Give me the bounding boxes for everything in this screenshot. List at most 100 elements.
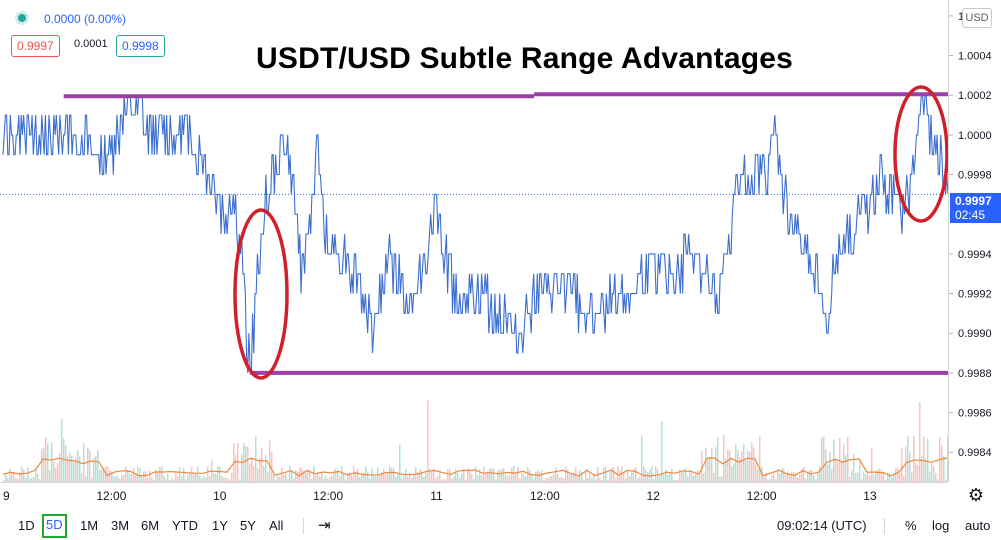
- volume-bar: [831, 468, 833, 482]
- volume-bar: [79, 456, 81, 482]
- volume-bar: [427, 400, 429, 482]
- volume-bar: [741, 451, 743, 482]
- volume-bar: [313, 466, 315, 482]
- volume-bar: [35, 468, 37, 482]
- last-price-tag: 0.9997 02:45: [950, 193, 1001, 223]
- volume-bar: [603, 467, 605, 482]
- volume-bar: [225, 477, 227, 482]
- volume-bar: [397, 472, 399, 482]
- volume-bar: [395, 477, 397, 482]
- range-3m[interactable]: 3M: [111, 518, 130, 533]
- volume-bar: [357, 468, 359, 482]
- volume-bar: [193, 474, 195, 482]
- volume-bar: [341, 466, 343, 482]
- volume-bar: [125, 466, 127, 482]
- volume-bar: [477, 475, 479, 482]
- volume-bar: [521, 473, 523, 482]
- volume-bar: [877, 469, 879, 482]
- volume-bar: [275, 479, 277, 482]
- volume-bar: [947, 436, 948, 482]
- price-axis[interactable]: 0.9984 0.9986 0.9988 0.9990 0.9992 0.9994 0.99…: [948, 0, 1001, 482]
- volume-bar: [353, 466, 355, 482]
- volume-bar: [297, 471, 299, 482]
- settings-gear-icon[interactable]: ⚙: [967, 485, 985, 505]
- volume-bar: [525, 476, 527, 482]
- volume-bar: [819, 466, 821, 482]
- volume-bar: [113, 476, 115, 482]
- range-1d[interactable]: 1D: [18, 518, 35, 533]
- volume-bar: [653, 479, 655, 482]
- volume-bar: [99, 469, 101, 482]
- range-5y[interactable]: 5Y: [240, 518, 256, 533]
- range-all[interactable]: All: [269, 518, 284, 533]
- price-tick-label: 1.0004: [958, 51, 992, 63]
- range-1m[interactable]: 1M: [80, 518, 99, 533]
- volume-bar: [83, 442, 85, 482]
- volume-bar: [901, 448, 903, 482]
- volume-bar: [277, 475, 279, 482]
- volume-bar: [519, 478, 521, 482]
- buy-price-box[interactable]: 0.9998: [116, 35, 165, 57]
- volume-bar: [913, 436, 915, 482]
- volume-bar: [11, 473, 13, 482]
- volume-bar: [669, 471, 671, 482]
- volume-bar: [807, 471, 809, 482]
- volume-bar: [143, 471, 145, 482]
- volume-bar: [823, 436, 825, 482]
- date-range-calendar-icon[interactable]: ⇥: [318, 517, 331, 534]
- chart-area[interactable]: 0.0000 (0.00%) 0.9997 0.0001 0.9998 USDT…: [0, 0, 948, 482]
- volume-bar: [925, 458, 927, 482]
- volume-bar: [879, 468, 881, 482]
- time-tick-label: 12:00: [747, 489, 777, 503]
- auto-toggle[interactable]: auto: [965, 518, 991, 533]
- volume-bar: [801, 468, 803, 482]
- volume-bar: [535, 471, 537, 482]
- volume-bar: [379, 474, 381, 482]
- time-axis[interactable]: 9 12:00 10 12:00 11 12:00 12 12:00 13: [0, 482, 948, 508]
- volume-bar: [599, 478, 601, 482]
- volume-bar: [763, 475, 765, 482]
- volume-bar: [719, 476, 721, 482]
- volume-bar: [39, 478, 41, 482]
- volume-bar: [299, 467, 301, 482]
- volume-bar: [501, 468, 503, 482]
- range-1y[interactable]: 1Y: [212, 518, 228, 533]
- volume-bar: [177, 476, 179, 482]
- sell-price-box[interactable]: 0.9997: [11, 35, 60, 57]
- volume-bar: [743, 444, 745, 482]
- volume-bar: [261, 448, 263, 482]
- volume-bar: [739, 457, 741, 482]
- volume-bar: [235, 455, 237, 482]
- volume-bar: [555, 467, 557, 482]
- volume-bar: [25, 478, 27, 482]
- time-tick-label: 13: [863, 489, 877, 503]
- volume-bar: [355, 471, 357, 482]
- volume-bar: [273, 474, 275, 482]
- volume-bar: [799, 474, 801, 482]
- percent-toggle[interactable]: %: [905, 518, 917, 533]
- volume-bar: [137, 466, 139, 482]
- volume-bar: [881, 470, 883, 482]
- volume-bar: [783, 468, 785, 482]
- volume-bar: [591, 478, 593, 482]
- currency-label[interactable]: USD: [962, 8, 992, 28]
- volume-bar: [367, 471, 369, 482]
- range-5d[interactable]: 5D: [42, 514, 67, 538]
- volume-bar: [633, 469, 635, 482]
- volume-bar: [89, 450, 91, 482]
- volume-bar: [857, 472, 859, 482]
- volume-bar: [479, 468, 481, 482]
- volume-bar: [729, 450, 731, 482]
- volume-bar: [161, 466, 163, 482]
- volume-bar: [541, 469, 543, 482]
- volume-bar: [945, 479, 947, 482]
- range-6m[interactable]: 6M: [141, 518, 160, 533]
- utc-clock[interactable]: 09:02:14 (UTC): [777, 518, 867, 533]
- range-ytd[interactable]: YTD: [172, 518, 198, 533]
- volume-bar: [55, 467, 57, 482]
- volume-bar: [215, 473, 217, 482]
- log-toggle[interactable]: log: [932, 518, 950, 533]
- volume-bar: [431, 471, 433, 482]
- volume-bar: [893, 473, 895, 482]
- price-chart[interactable]: [0, 0, 948, 482]
